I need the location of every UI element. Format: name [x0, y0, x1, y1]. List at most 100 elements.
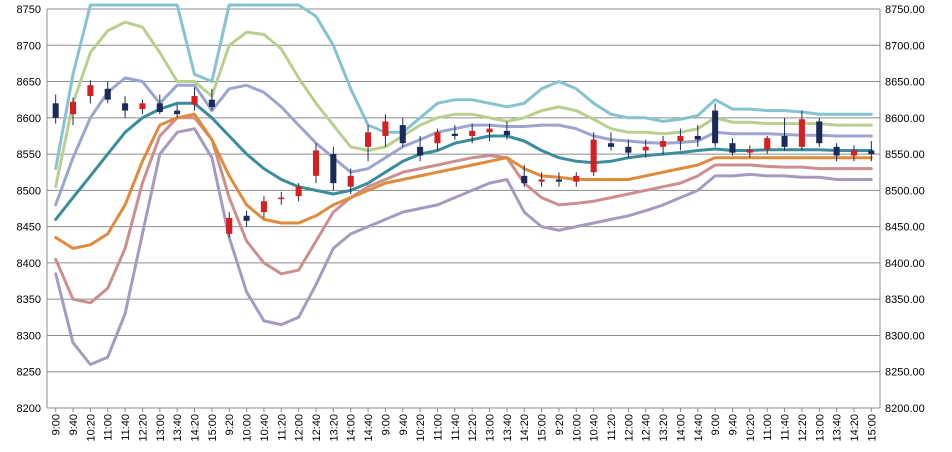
- x-tick-label: 14:40: [363, 414, 375, 442]
- candle-body: [69, 101, 77, 115]
- x-tick-label: 15:00: [537, 414, 549, 442]
- x-tick-label: 11:00: [762, 414, 774, 441]
- y-tick-label-right: 8650.00: [885, 77, 925, 89]
- candle-body: [156, 103, 163, 113]
- y-tick-label-left: 8200: [17, 403, 41, 415]
- candle-body: [365, 132, 372, 147]
- x-tick-label: 11:20: [276, 414, 288, 441]
- candle: [122, 96, 129, 118]
- candle: [868, 141, 875, 162]
- candle: [312, 143, 320, 184]
- candle-body: [798, 119, 805, 147]
- candle: [330, 146, 337, 191]
- candle: [156, 94, 163, 115]
- candle: [69, 97, 77, 126]
- candle: [798, 110, 805, 151]
- y-tick-label-right: 8750.00: [885, 4, 925, 16]
- candle-body: [555, 179, 562, 182]
- candle-body: [278, 197, 285, 200]
- candle: [625, 139, 632, 158]
- x-tick-label: 13:40: [502, 414, 514, 442]
- x-axis: 9:00 9:40 10:20 11:00 11:40 12:20 13:00 13:40 14…: [51, 408, 878, 442]
- candle: [243, 210, 250, 227]
- x-tick-label: 14:40: [693, 414, 705, 442]
- candle: [365, 125, 372, 162]
- candle-body: [295, 186, 302, 197]
- candle-body: [729, 143, 736, 153]
- x-tick-label: 13:40: [832, 414, 844, 442]
- x-tick-label: 10:20: [85, 414, 97, 442]
- candle: [469, 123, 476, 144]
- y-axis-left: 8200 8250 8300 8350 8400 8450 8500 8550 8600 8650…: [17, 4, 41, 415]
- x-tick-label: 9:40: [398, 414, 410, 435]
- candle-body: [521, 175, 528, 184]
- candle-body: [712, 110, 719, 144]
- candle-body: [451, 133, 458, 136]
- x-tick-label: 13:40: [172, 414, 184, 442]
- x-tick-label: 10:20: [745, 414, 757, 442]
- x-tick-label: 12:20: [137, 414, 149, 442]
- candle: [677, 128, 684, 151]
- candle-body: [607, 143, 615, 147]
- candle: [139, 99, 146, 115]
- x-tick-label: 10:00: [242, 414, 254, 442]
- x-tick-label: 12:40: [311, 414, 323, 442]
- candle: [503, 121, 510, 140]
- y-tick-label-left: 8300: [17, 330, 41, 342]
- candle-body: [660, 141, 667, 147]
- x-tick-label: 11:00: [103, 414, 115, 441]
- x-tick-label: 11:40: [450, 414, 462, 441]
- candle: [486, 123, 493, 142]
- candle-body: [677, 135, 684, 142]
- y-tick-label-left: 8550: [17, 149, 41, 161]
- candle-body: [625, 146, 632, 153]
- candle-body: [122, 103, 129, 111]
- candle: [347, 168, 354, 194]
- y-tick-label-left: 8450: [17, 222, 41, 234]
- candle: [590, 132, 597, 176]
- x-tick-label: 9:40: [727, 414, 739, 435]
- series-line: [54, 76, 873, 207]
- x-tick-label: 14:00: [346, 414, 358, 442]
- candle-body: [417, 146, 424, 156]
- candle-body: [243, 215, 250, 221]
- candle: [417, 135, 424, 162]
- candle-body: [590, 139, 597, 173]
- series-line: [54, 20, 873, 189]
- x-tick-label: 13:20: [658, 414, 670, 442]
- candle-body: [347, 175, 354, 187]
- candle-body: [868, 150, 875, 155]
- candle-body: [382, 121, 389, 136]
- candle: [278, 191, 285, 205]
- y-tick-label-left: 8600: [17, 113, 41, 125]
- candle: [538, 172, 545, 187]
- candle-body: [260, 201, 267, 213]
- x-tick-label: 13:00: [485, 414, 497, 442]
- candle: [174, 104, 181, 118]
- x-tick-label: 11:00: [432, 414, 444, 441]
- x-tick-label: 10:40: [589, 414, 601, 442]
- y-tick-label-right: 8500.00: [885, 185, 925, 197]
- candle-body: [833, 146, 840, 156]
- x-tick-label: 9:20: [224, 414, 236, 435]
- candle: [816, 117, 823, 147]
- candle-body: [208, 99, 215, 107]
- x-tick-label: 15:00: [866, 414, 878, 442]
- y-tick-label-left: 8700: [17, 40, 41, 52]
- x-tick-label: 14:00: [675, 414, 687, 442]
- x-tick-label: 15:00: [207, 414, 219, 442]
- candle: [399, 117, 406, 147]
- candle-body: [850, 150, 858, 156]
- y-tick-label-left: 8750: [17, 4, 41, 16]
- candle: [555, 172, 562, 187]
- candle-body: [816, 121, 823, 144]
- candle-body: [694, 135, 701, 140]
- x-tick-label: 10:00: [571, 414, 583, 442]
- y-tick-label-right: 8200.00: [885, 403, 925, 415]
- x-tick-label: 9:00: [380, 414, 392, 435]
- x-tick-label: 9:40: [68, 414, 80, 435]
- x-tick-label: 14:20: [849, 414, 861, 442]
- candle-body: [486, 128, 493, 133]
- candle-body: [781, 135, 788, 147]
